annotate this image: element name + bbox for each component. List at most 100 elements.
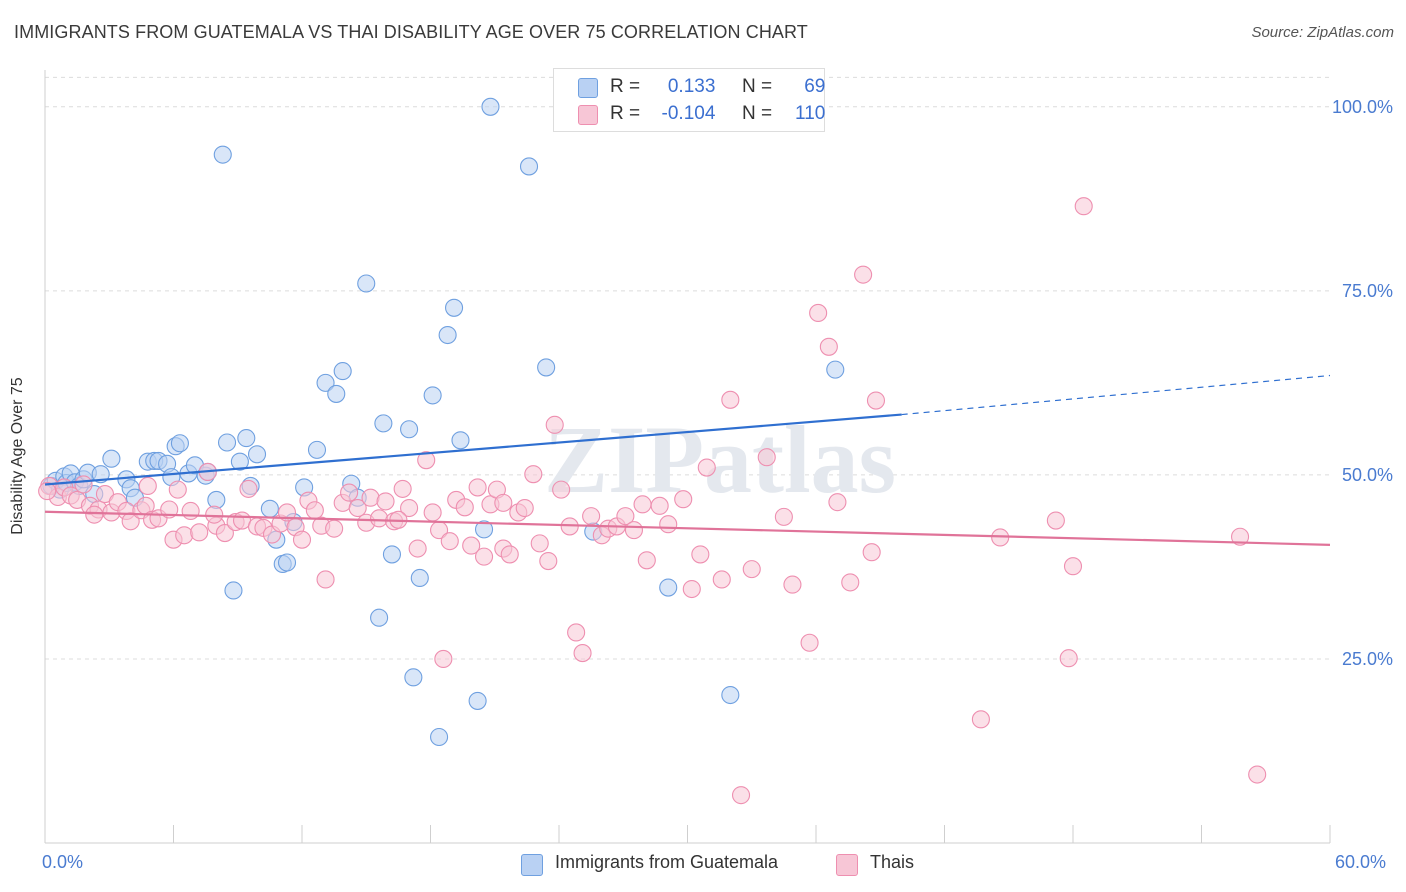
data-point bbox=[247, 445, 267, 464]
legend-r-value: -0.104 bbox=[661, 103, 716, 124]
data-point bbox=[382, 545, 402, 564]
y-tick-label: 50.0% bbox=[1342, 465, 1393, 485]
data-point bbox=[138, 476, 157, 495]
data-point bbox=[573, 644, 592, 663]
data-point bbox=[423, 386, 442, 405]
data-point bbox=[325, 519, 344, 538]
data-point bbox=[481, 97, 500, 116]
data-point bbox=[633, 495, 652, 514]
data-point bbox=[462, 536, 481, 555]
data-point bbox=[224, 581, 243, 600]
data-points bbox=[38, 96, 1267, 805]
data-point bbox=[637, 551, 656, 570]
axes bbox=[44, 70, 1331, 844]
data-point bbox=[624, 521, 644, 540]
data-point bbox=[451, 431, 470, 450]
data-point bbox=[530, 534, 549, 553]
chart-title: IMMIGRANTS FROM GUATEMALA VS THAI DISABI… bbox=[14, 22, 808, 42]
data-point bbox=[95, 484, 115, 504]
data-point bbox=[423, 503, 442, 522]
data-point bbox=[374, 414, 393, 433]
data-point bbox=[826, 360, 845, 379]
data-point bbox=[440, 532, 459, 551]
legend-r-label: R = bbox=[610, 76, 641, 97]
data-point bbox=[674, 490, 693, 509]
data-point bbox=[316, 373, 335, 392]
data-point bbox=[841, 573, 860, 592]
bottom-legend-label: Thais bbox=[870, 852, 915, 872]
data-point bbox=[659, 515, 678, 534]
y-axis-label: Disability Age Over 75 bbox=[9, 377, 26, 535]
data-point bbox=[774, 507, 793, 526]
data-point bbox=[515, 498, 534, 518]
data-point bbox=[445, 298, 464, 317]
data-point bbox=[340, 483, 359, 502]
data-point bbox=[1063, 557, 1083, 576]
data-point bbox=[659, 578, 678, 597]
data-point bbox=[468, 691, 487, 710]
legend-n-label: N = bbox=[741, 103, 773, 124]
series-thais bbox=[38, 197, 1267, 805]
data-point bbox=[85, 505, 104, 524]
data-point bbox=[38, 482, 57, 501]
y-tick-label: 100.0% bbox=[1332, 97, 1393, 117]
data-point bbox=[215, 524, 234, 543]
trend-line-thais bbox=[44, 510, 1331, 546]
bottom-legend-swatch-blue bbox=[521, 854, 543, 876]
data-point bbox=[468, 478, 487, 497]
legend-n-value: 69 bbox=[804, 76, 826, 97]
legend-r-value: 0.133 bbox=[667, 76, 716, 97]
data-point bbox=[494, 493, 513, 512]
legend-swatch-blue bbox=[578, 78, 598, 98]
data-point bbox=[277, 553, 297, 572]
data-point bbox=[455, 498, 474, 517]
x-tick-min: 0.0% bbox=[42, 852, 84, 872]
data-point bbox=[102, 449, 121, 468]
data-point bbox=[783, 575, 802, 594]
data-point bbox=[567, 623, 586, 642]
data-point bbox=[408, 539, 427, 558]
legend-n-label: N = bbox=[741, 76, 773, 97]
data-point bbox=[721, 390, 740, 409]
data-point bbox=[616, 507, 635, 526]
data-point bbox=[168, 480, 187, 499]
data-point bbox=[1046, 511, 1065, 530]
data-point bbox=[239, 479, 258, 498]
data-point bbox=[524, 465, 543, 484]
bottom-legend-swatch-pink bbox=[836, 854, 858, 876]
data-point bbox=[819, 337, 838, 356]
x-tick-max: 60.0% bbox=[1335, 852, 1387, 872]
data-point bbox=[742, 560, 761, 579]
data-point bbox=[410, 568, 429, 588]
data-point bbox=[757, 448, 776, 467]
data-point bbox=[190, 523, 209, 542]
data-point bbox=[361, 488, 380, 507]
data-point bbox=[682, 579, 701, 599]
data-point bbox=[862, 543, 881, 562]
data-point bbox=[691, 545, 710, 564]
bottom-legend-label: Immigrants from Guatemala bbox=[555, 852, 779, 872]
y-tick-labels: 25.0% 50.0% 75.0% 100.0% bbox=[1332, 97, 1393, 669]
source-note: Source: ZipAtlas.com bbox=[1251, 24, 1394, 41]
data-point bbox=[721, 685, 740, 705]
data-point bbox=[307, 440, 327, 459]
data-point bbox=[327, 384, 346, 403]
data-point bbox=[400, 420, 419, 439]
data-point bbox=[1248, 765, 1267, 784]
data-point bbox=[434, 649, 453, 669]
data-point bbox=[370, 608, 389, 627]
legend-r-label: R = bbox=[610, 103, 641, 124]
trend-line-extension bbox=[901, 374, 1331, 416]
data-point bbox=[121, 512, 140, 531]
data-point bbox=[357, 274, 376, 293]
trend-lines bbox=[44, 374, 1331, 546]
data-point bbox=[393, 479, 412, 498]
data-point bbox=[417, 451, 436, 470]
data-point bbox=[333, 362, 352, 381]
data-point bbox=[854, 265, 873, 284]
data-point bbox=[800, 633, 819, 652]
data-point bbox=[260, 499, 279, 518]
data-point bbox=[474, 547, 494, 566]
data-point bbox=[205, 505, 224, 524]
